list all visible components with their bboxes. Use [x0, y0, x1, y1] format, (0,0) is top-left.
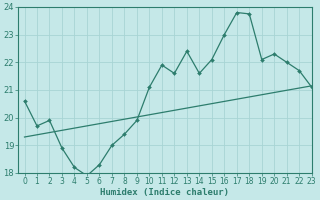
X-axis label: Humidex (Indice chaleur): Humidex (Indice chaleur) [100, 188, 229, 197]
